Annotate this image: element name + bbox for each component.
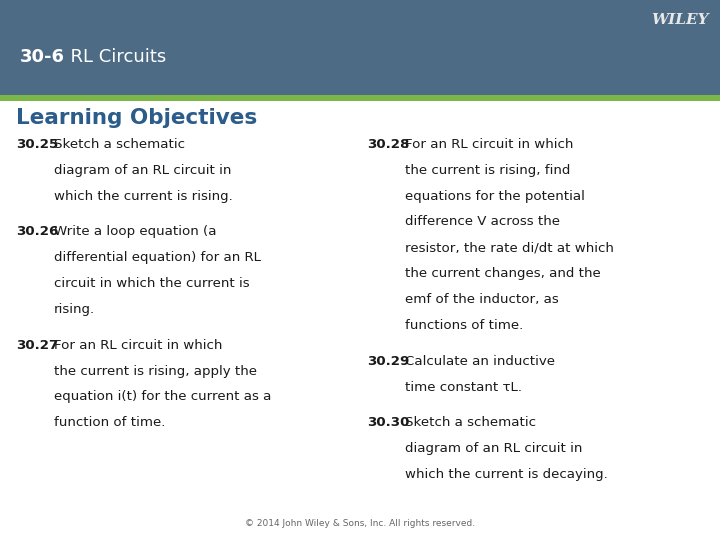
Text: © 2014 John Wiley & Sons, Inc. All rights reserved.: © 2014 John Wiley & Sons, Inc. All right… bbox=[245, 519, 475, 528]
Text: emf of the inductor, as: emf of the inductor, as bbox=[405, 293, 559, 306]
Text: circuit in which the current is: circuit in which the current is bbox=[54, 277, 250, 290]
Text: Write a loop equation (a: Write a loop equation (a bbox=[54, 225, 217, 238]
Text: 30.25: 30.25 bbox=[16, 138, 58, 151]
Text: 30.29: 30.29 bbox=[367, 355, 410, 368]
Text: Sketch a schematic: Sketch a schematic bbox=[405, 416, 536, 429]
Text: the current changes, and the: the current changes, and the bbox=[405, 267, 600, 280]
Text: resistor, the rate di/dt at which: resistor, the rate di/dt at which bbox=[405, 241, 613, 254]
Bar bbox=[0, 94, 720, 101]
Text: Learning Objectives: Learning Objectives bbox=[16, 108, 257, 128]
Text: the current is rising, find: the current is rising, find bbox=[405, 164, 570, 177]
Text: rising.: rising. bbox=[54, 303, 95, 316]
Text: which the current is rising.: which the current is rising. bbox=[54, 190, 233, 202]
Text: which the current is decaying.: which the current is decaying. bbox=[405, 468, 608, 481]
Text: For an RL circuit in which: For an RL circuit in which bbox=[405, 138, 573, 151]
Text: 30.30: 30.30 bbox=[367, 416, 410, 429]
Text: functions of time.: functions of time. bbox=[405, 319, 523, 332]
Text: 30.27: 30.27 bbox=[16, 339, 58, 352]
Bar bbox=[0, 0, 720, 94]
Text: equations for the potential: equations for the potential bbox=[405, 190, 585, 202]
Text: equation i(t) for the current as a: equation i(t) for the current as a bbox=[54, 390, 271, 403]
Text: diagram of an RL circuit in: diagram of an RL circuit in bbox=[54, 164, 231, 177]
Text: diagram of an RL circuit in: diagram of an RL circuit in bbox=[405, 442, 582, 455]
Text: WILEY: WILEY bbox=[652, 14, 709, 28]
Text: the current is rising, apply the: the current is rising, apply the bbox=[54, 364, 257, 377]
Text: function of time.: function of time. bbox=[54, 416, 166, 429]
Text: time constant τL.: time constant τL. bbox=[405, 381, 522, 394]
Text: 30-6: 30-6 bbox=[20, 48, 65, 66]
Text: difference V across the: difference V across the bbox=[405, 215, 559, 228]
Text: Calculate an inductive: Calculate an inductive bbox=[405, 355, 554, 368]
Text: 30.28: 30.28 bbox=[367, 138, 410, 151]
Text: 30.26: 30.26 bbox=[16, 225, 58, 238]
Text: differential equation) for an RL: differential equation) for an RL bbox=[54, 251, 261, 264]
Text: For an RL circuit in which: For an RL circuit in which bbox=[54, 339, 222, 352]
Text: RL Circuits: RL Circuits bbox=[59, 48, 166, 66]
Text: Sketch a schematic: Sketch a schematic bbox=[54, 138, 185, 151]
